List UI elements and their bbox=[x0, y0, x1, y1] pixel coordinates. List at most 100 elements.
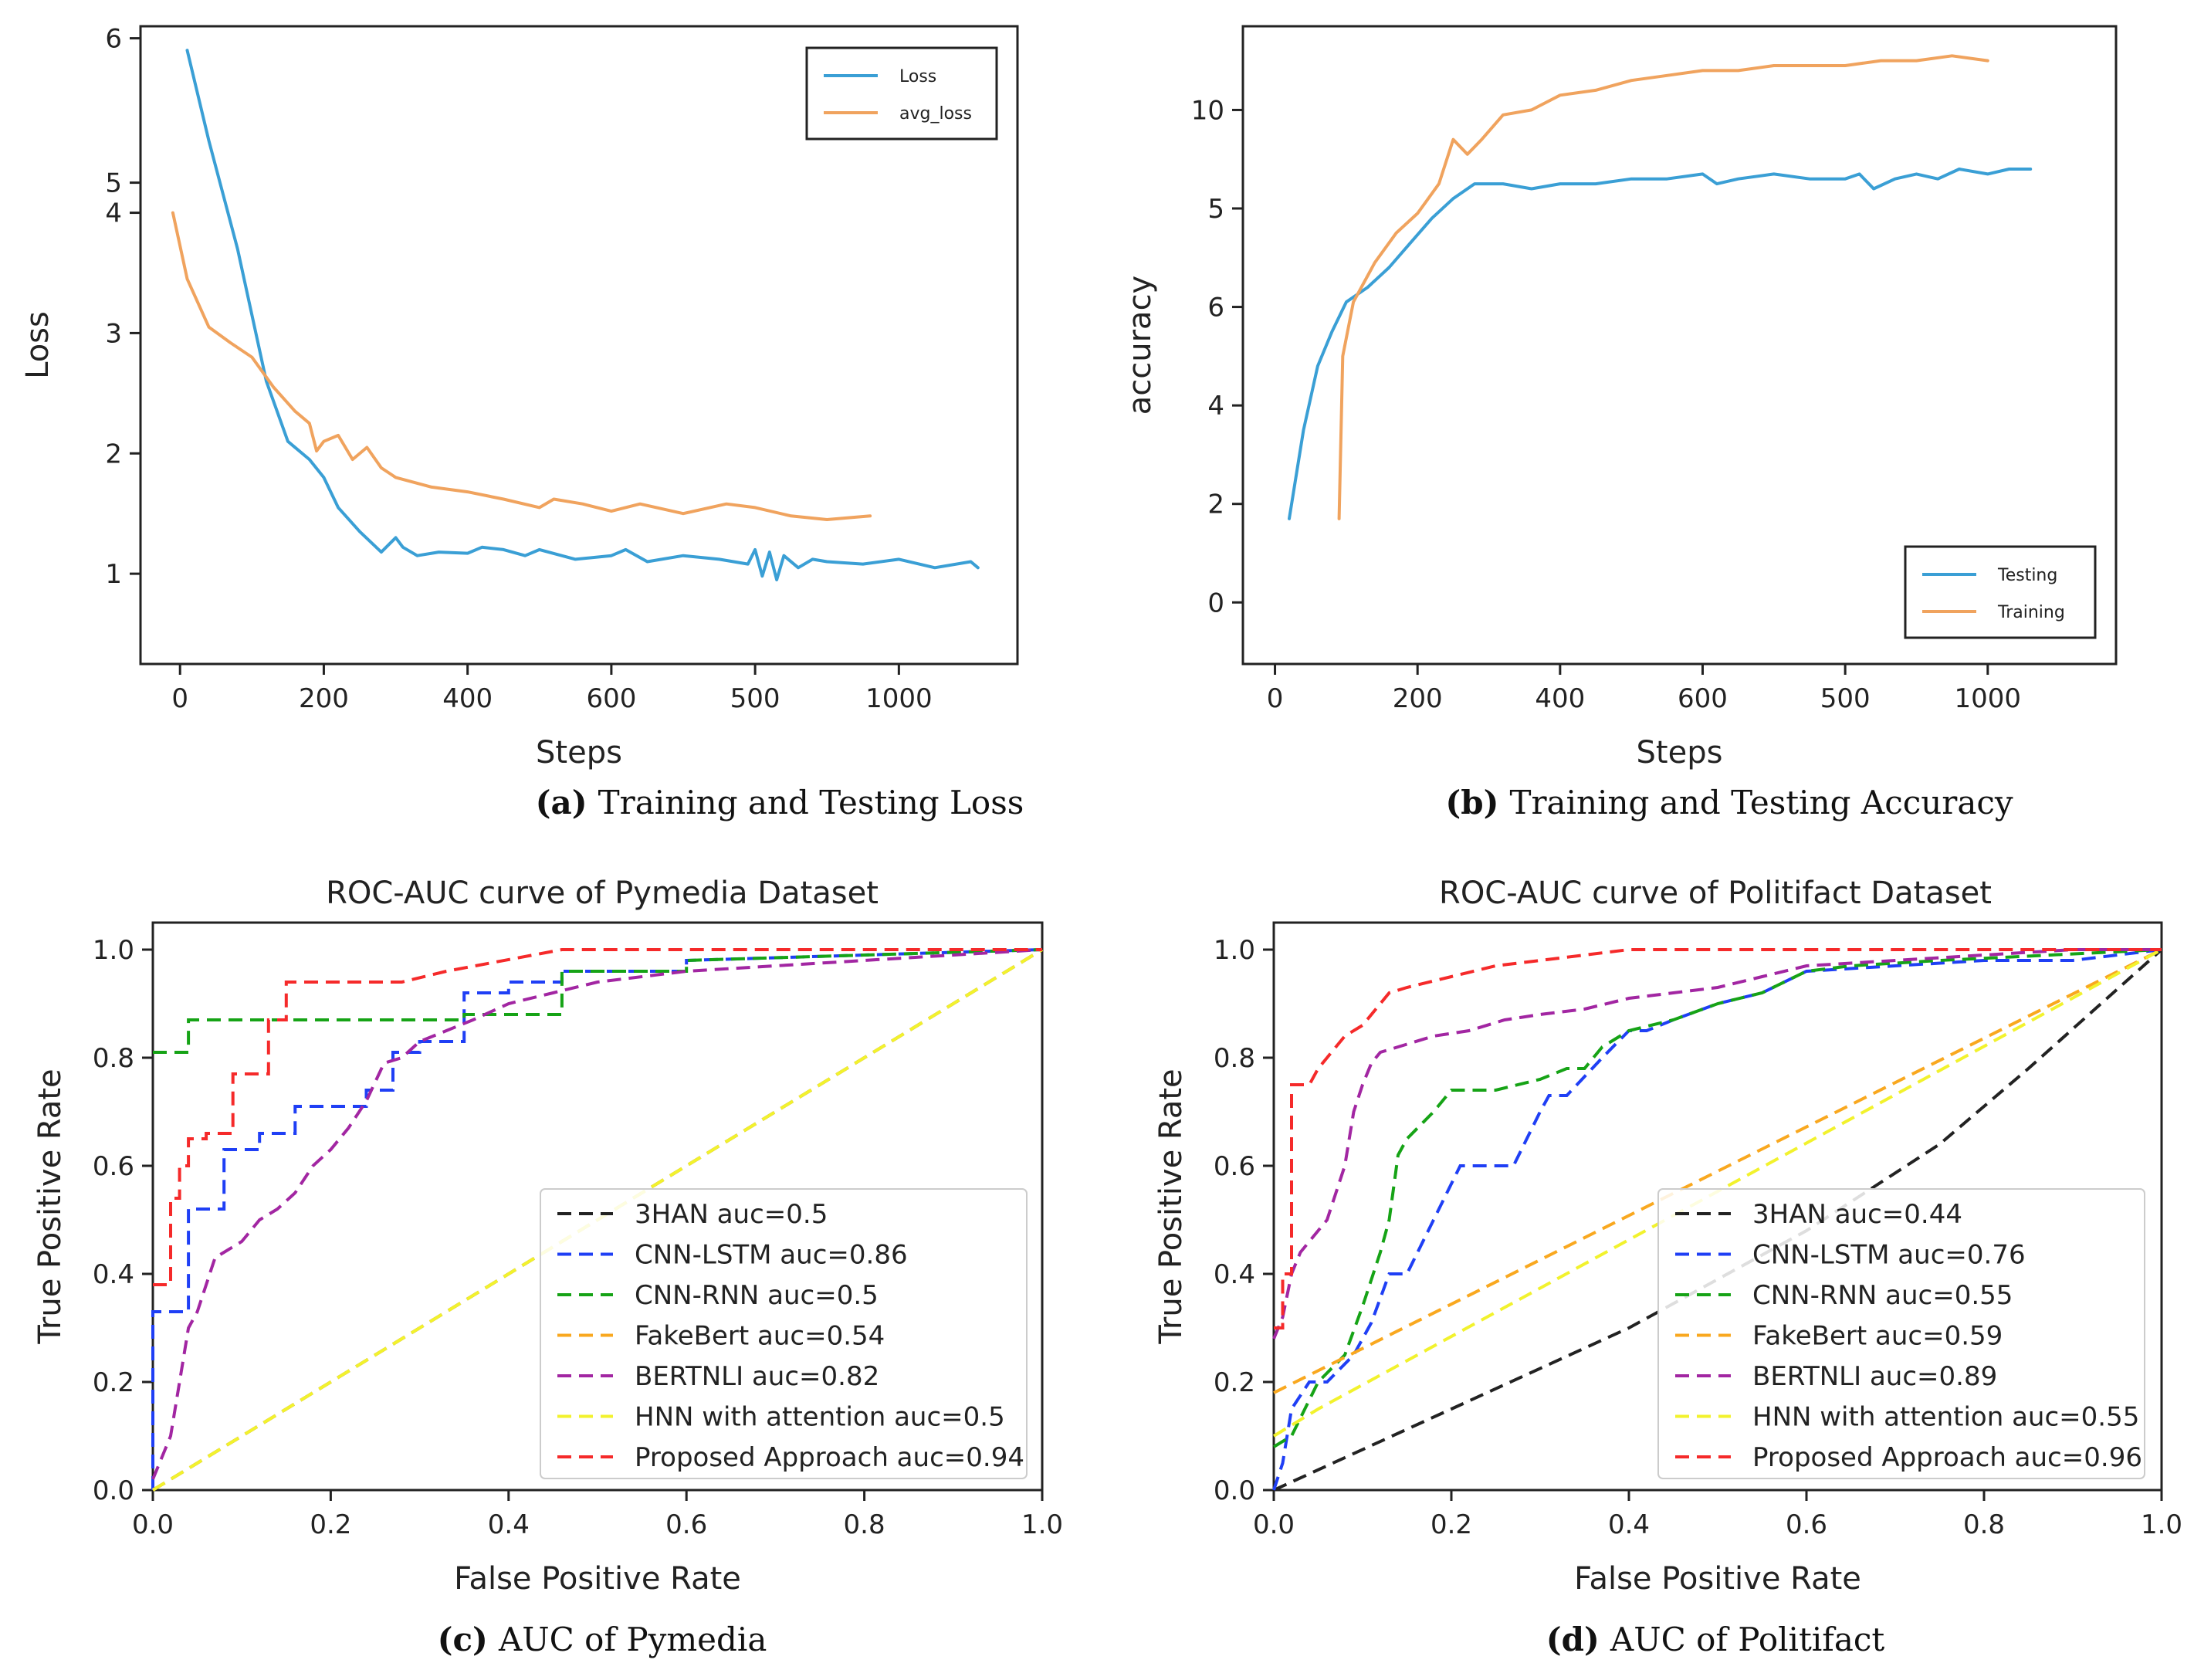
legend-box bbox=[805, 46, 998, 141]
x-axis-title: False Positive Rate bbox=[1574, 1561, 1861, 1597]
legend-entry: FakeBert auc=0.54 bbox=[635, 1321, 885, 1352]
x-tick-label: 1000 bbox=[1955, 683, 2022, 714]
legend-entry: 3HAN auc=0.5 bbox=[635, 1199, 828, 1230]
legend-entry: HNN with attention auc=0.5 bbox=[635, 1402, 1005, 1433]
series-line-cnn-rnn bbox=[1272, 948, 2162, 1448]
legend-entry: Proposed Approach auc=0.94 bbox=[635, 1442, 1024, 1473]
legend: Loss avg_loss bbox=[805, 46, 998, 141]
legend-entry: FakeBert auc=0.59 bbox=[1752, 1321, 2003, 1352]
legend-entry: CNN-RNN auc=0.5 bbox=[635, 1280, 879, 1311]
plot-frame bbox=[151, 921, 1044, 1492]
y-tick-label: 0 bbox=[1207, 588, 1224, 618]
x-axis-title: False Positive Rate bbox=[454, 1561, 741, 1597]
x-tick-label: 1.0 bbox=[2141, 1509, 2182, 1540]
y-tick-label: 0.8 bbox=[1214, 1043, 1255, 1074]
legend-box bbox=[1904, 545, 2097, 639]
y-axis-title: True Positive Rate bbox=[32, 1069, 68, 1344]
x-tick-label: 0.6 bbox=[1786, 1509, 1827, 1540]
y-tick-label: 4 bbox=[105, 198, 122, 229]
series-line-testing bbox=[1288, 168, 2033, 520]
x-axis-title: Steps bbox=[1637, 735, 1723, 771]
y-tick-label: 1 bbox=[105, 559, 122, 590]
y-tick-label: 1.0 bbox=[93, 935, 134, 966]
x-tick-label: 0.4 bbox=[1608, 1509, 1650, 1540]
legend-entry: Testing bbox=[1997, 566, 2057, 585]
x-tick-label: 500 bbox=[730, 683, 780, 714]
caption-text: AUC of Pymedia bbox=[498, 1621, 767, 1658]
caption-text: Training and Testing Accuracy bbox=[1509, 784, 2013, 821]
caption-label: (b) bbox=[1445, 784, 1498, 821]
y-axis-title: accuracy bbox=[1122, 276, 1158, 415]
legend-box bbox=[1657, 1188, 2145, 1479]
caption-text: Training and Testing Loss bbox=[598, 784, 1024, 821]
caption: (c) AUC of Pymedia bbox=[438, 1621, 767, 1658]
x-tick-label: 200 bbox=[299, 683, 349, 714]
caption: (d) AUC of Politifact bbox=[1546, 1621, 1885, 1658]
chart-c: 0.0 0.2 0.4 0.6 0.8 1.0 0.0 0.2 0.4 0.6 0.8 1.0 Fals… bbox=[32, 876, 1063, 1658]
series-line-avg_loss bbox=[171, 211, 872, 521]
y-axis-title: True Positive Rate bbox=[1153, 1069, 1189, 1344]
x-tick-label: 1000 bbox=[865, 683, 933, 714]
chart-d: 0.0 0.2 0.4 0.6 0.8 1.0 0.0 0.2 0.4 0.6 0.8 1.0 Fals… bbox=[1153, 876, 2182, 1658]
legend-entry: Loss bbox=[899, 67, 936, 86]
legend-entry: Training bbox=[1997, 603, 2065, 622]
x-tick-label: 400 bbox=[1535, 683, 1585, 714]
legend-entry: BERTNLI auc=0.82 bbox=[635, 1361, 879, 1392]
caption: (b) Training and Testing Accuracy bbox=[1445, 784, 2013, 821]
y-tick-label: 2 bbox=[105, 439, 122, 469]
x-tick-label: 0 bbox=[1267, 683, 1284, 714]
caption-label: (c) bbox=[438, 1621, 488, 1658]
caption-label: (a) bbox=[536, 784, 587, 821]
series-line-hnn bbox=[1272, 948, 2162, 1438]
series-line-proposed bbox=[1274, 948, 2162, 1329]
chart-b: 0 200 400 600 500 1000 0 2 4 6 5 10 Steps accuracy Tes… bbox=[1122, 25, 2118, 821]
caption-text: AUC of Politifact bbox=[1610, 1621, 1885, 1658]
series-line-fakebert bbox=[1273, 948, 2162, 1394]
plot-frame bbox=[1272, 921, 2163, 1492]
y-tick-label: 5 bbox=[105, 168, 122, 199]
y-axis-title: Loss bbox=[20, 311, 56, 379]
y-tick-label: 10 bbox=[1191, 95, 1224, 126]
legend: Testing Training bbox=[1904, 545, 2097, 639]
x-tick-label: 600 bbox=[586, 683, 636, 714]
series-line-training bbox=[1337, 54, 1989, 520]
y-tick-label: 0.0 bbox=[1214, 1475, 1255, 1506]
series-line-bertnli bbox=[151, 948, 1043, 1480]
y-tick-label: 6 bbox=[105, 24, 122, 55]
x-tick-label: 0 bbox=[171, 683, 188, 714]
legend-box bbox=[540, 1188, 1028, 1479]
legend-entry: CNN-LSTM auc=0.76 bbox=[1752, 1240, 2026, 1271]
series-line-loss bbox=[185, 49, 980, 581]
y-tick-label: 0.4 bbox=[1214, 1259, 1255, 1290]
series-line-cnn-rnn bbox=[153, 948, 1043, 1054]
x-tick-label: 0.8 bbox=[1963, 1509, 2005, 1540]
x-axis-title: Steps bbox=[536, 735, 622, 771]
y-tick-label: 0.4 bbox=[93, 1259, 134, 1290]
y-tick-label: 0.0 bbox=[93, 1475, 134, 1506]
legend: 3HAN auc=0.44 CNN-LSTM auc=0.76 CNN-RNN au… bbox=[1657, 1188, 2145, 1479]
y-tick-label: 2 bbox=[1207, 489, 1224, 520]
plot-title: ROC-AUC curve of Pymedia Dataset bbox=[326, 876, 879, 911]
series-line-proposed bbox=[153, 948, 1042, 1286]
y-tick-label: 5 bbox=[1207, 194, 1224, 225]
chart-a: 0 200 400 600 500 1000 1 2 3 4 6 5 Steps Loss Loss avg_… bbox=[20, 24, 1024, 821]
y-tick-label: 6 bbox=[1207, 293, 1224, 323]
legend-entry: avg_loss bbox=[899, 104, 972, 124]
x-tick-label: 0.2 bbox=[310, 1509, 351, 1540]
x-tick-label: 0.0 bbox=[1253, 1509, 1295, 1540]
plot-title: ROC-AUC curve of Politifact Dataset bbox=[1439, 876, 1992, 911]
series-line-bertnli bbox=[1272, 948, 2162, 1340]
x-tick-label: 500 bbox=[1820, 683, 1871, 714]
legend-entry: CNN-RNN auc=0.55 bbox=[1752, 1280, 2013, 1311]
plot-frame bbox=[1241, 25, 2118, 666]
y-tick-label: 0.2 bbox=[1214, 1367, 1255, 1398]
x-tick-label: 0.6 bbox=[665, 1509, 707, 1540]
x-tick-label: 0.0 bbox=[132, 1509, 174, 1540]
y-tick-label: 0.2 bbox=[93, 1367, 134, 1398]
y-tick-label: 0.6 bbox=[93, 1151, 134, 1182]
caption: (a) Training and Testing Loss bbox=[536, 784, 1024, 821]
legend: 3HAN auc=0.5 CNN-LSTM auc=0.86 CNN-RNN auc… bbox=[540, 1188, 1028, 1479]
y-tick-label: 1.0 bbox=[1214, 935, 1255, 966]
legend-entry: Proposed Approach auc=0.96 bbox=[1752, 1442, 2142, 1473]
